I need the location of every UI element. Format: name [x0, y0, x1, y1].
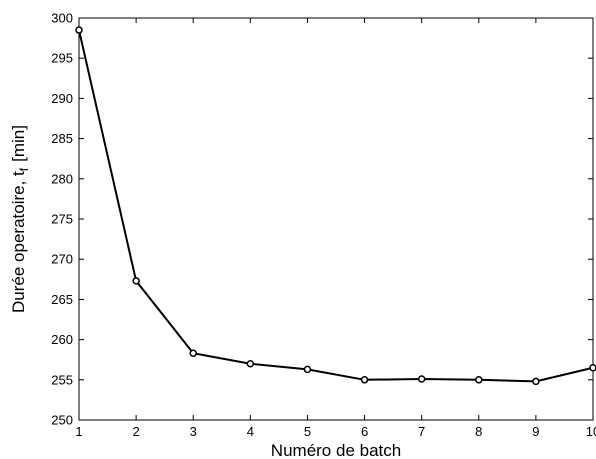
- y-tick-label: 295: [51, 51, 73, 66]
- x-tick-label: 7: [418, 424, 425, 439]
- data-point: [475, 376, 483, 384]
- data-point: [246, 359, 255, 368]
- y-tick-label: 250: [51, 413, 73, 428]
- y-tick-label: 285: [51, 131, 73, 146]
- y-axis-label-main: Durée operatoire, t: [9, 171, 28, 313]
- y-axis-label-unit: [min]: [9, 125, 28, 162]
- data-point: [589, 363, 596, 372]
- y-tick-label: 300: [51, 11, 73, 26]
- x-tick-label: 3: [190, 424, 197, 439]
- data-point: [360, 376, 369, 384]
- x-tick-label: 4: [247, 424, 254, 439]
- y-tick-label: 270: [51, 252, 73, 267]
- y-tick-label: 290: [51, 91, 73, 106]
- data-point: [75, 26, 83, 34]
- y-tick-label: 255: [51, 372, 73, 387]
- x-tick-label: 10: [586, 424, 596, 439]
- x-axis-label: Numéro de batch: [271, 441, 401, 459]
- data-point: [303, 365, 312, 374]
- x-tick-label: 1: [75, 424, 82, 439]
- y-tick-label: 275: [51, 212, 73, 227]
- y-axis-label: Durée operatoire, tf [min]: [9, 125, 31, 313]
- y-tick-label: 280: [51, 171, 73, 186]
- y-tick-label: 265: [51, 292, 73, 307]
- x-tick-label: 5: [304, 424, 311, 439]
- data-point: [189, 349, 197, 358]
- series-markers: [75, 26, 596, 386]
- y-axis-label-sub: f: [17, 167, 31, 171]
- y-axis: 250 255 260 265 270 275 280 285 290 295 300: [51, 11, 593, 428]
- data-point: [532, 377, 540, 386]
- plot-area: [78, 17, 594, 421]
- x-tick-label: 9: [532, 424, 539, 439]
- x-axis: 1 2 3 4 5 6 7 8 9 10: [75, 18, 596, 439]
- y-tick-label: 260: [51, 332, 73, 347]
- x-tick-label: 2: [132, 424, 139, 439]
- series-line: [78, 29, 594, 383]
- x-tick-label: 6: [361, 424, 368, 439]
- x-tick-label: 8: [475, 424, 482, 439]
- data-point: [132, 277, 140, 285]
- data-point: [417, 375, 426, 383]
